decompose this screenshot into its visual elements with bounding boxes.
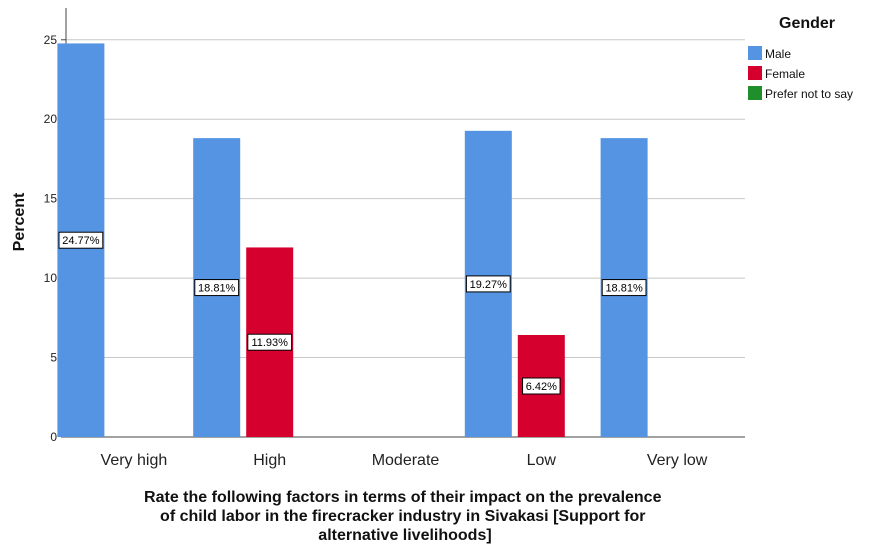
data-label-male-3: 19.27% (470, 279, 508, 291)
x-tick-label-very-low: Very low (647, 452, 708, 469)
y-tick-label-25: 25 (44, 33, 58, 47)
data-label-female-1: 11.93% (251, 337, 288, 349)
y-tick-label-10: 10 (44, 271, 58, 285)
legend-swatch-female (748, 66, 762, 80)
data-label-box-male-0 (58, 231, 104, 249)
y-tick-label-0: 0 (50, 430, 57, 444)
legend-title: Gender (779, 15, 835, 32)
legend-label-female: Female (765, 67, 805, 81)
data-label-male-0: 24.77% (62, 235, 100, 247)
data-label-female-3: 6.42% (526, 381, 557, 393)
data-label-box-female-1 (247, 333, 293, 351)
legend-label-prefer-not-to-say: Prefer not to say (765, 87, 853, 101)
legend-swatch-prefer-not-to-say (748, 86, 762, 100)
x-axis-title-line-2: of child labor in the firecracker indust… (160, 508, 645, 525)
legend-items: Male Female Prefer not to say (748, 46, 853, 101)
y-tick-label-15: 15 (44, 192, 58, 206)
x-axis-title-line-3: alternative livelihoods] (318, 527, 491, 544)
x-tick-label-very-high: Very high (101, 452, 168, 469)
y-axis-title: Percent (11, 192, 28, 251)
y-tick-label-5: 5 (50, 351, 57, 365)
data-label-box-male-3 (465, 275, 511, 293)
data-label-male-1: 18.81% (198, 283, 236, 295)
data-label-box-male-1 (194, 279, 240, 297)
data-label-box-female-3 (522, 377, 561, 395)
y-tick-label-20: 20 (44, 112, 58, 126)
x-tick-label-low: Low (527, 452, 557, 469)
x-axis-title-line-1: Rate the following factors in terms of t… (144, 489, 662, 506)
data-label-box-male-4 (601, 279, 647, 297)
legend-swatch-male (748, 46, 762, 60)
x-tick-label-moderate: Moderate (372, 452, 440, 469)
legend-label-male: Male (765, 47, 791, 61)
x-axis-categories: Very high High Moderate Low Very low (101, 452, 708, 469)
x-axis-title: Rate the following factors in terms of t… (144, 489, 666, 544)
bars: 24.77% 18.81% 11.93% 19.27% 6.42% 18.81% (57, 43, 648, 437)
data-label-male-4: 18.81% (605, 283, 643, 295)
x-tick-label-high: High (253, 452, 286, 469)
legend: Gender Male Female Prefer not to say (748, 15, 853, 101)
